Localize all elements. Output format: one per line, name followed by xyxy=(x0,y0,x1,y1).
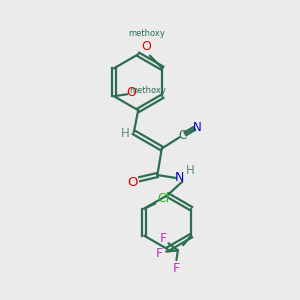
Text: Cl: Cl xyxy=(157,192,170,206)
Text: methoxy: methoxy xyxy=(129,86,166,95)
Text: O: O xyxy=(141,40,151,53)
Text: F: F xyxy=(156,247,163,260)
Text: O: O xyxy=(128,176,138,189)
Text: O: O xyxy=(127,86,136,99)
Text: C: C xyxy=(178,129,187,142)
Text: N: N xyxy=(193,121,202,134)
Text: F: F xyxy=(160,232,167,244)
Text: N: N xyxy=(175,172,184,184)
Text: H: H xyxy=(186,164,195,177)
Text: F: F xyxy=(173,262,180,275)
Text: methoxy: methoxy xyxy=(128,29,165,38)
Text: H: H xyxy=(121,127,130,140)
